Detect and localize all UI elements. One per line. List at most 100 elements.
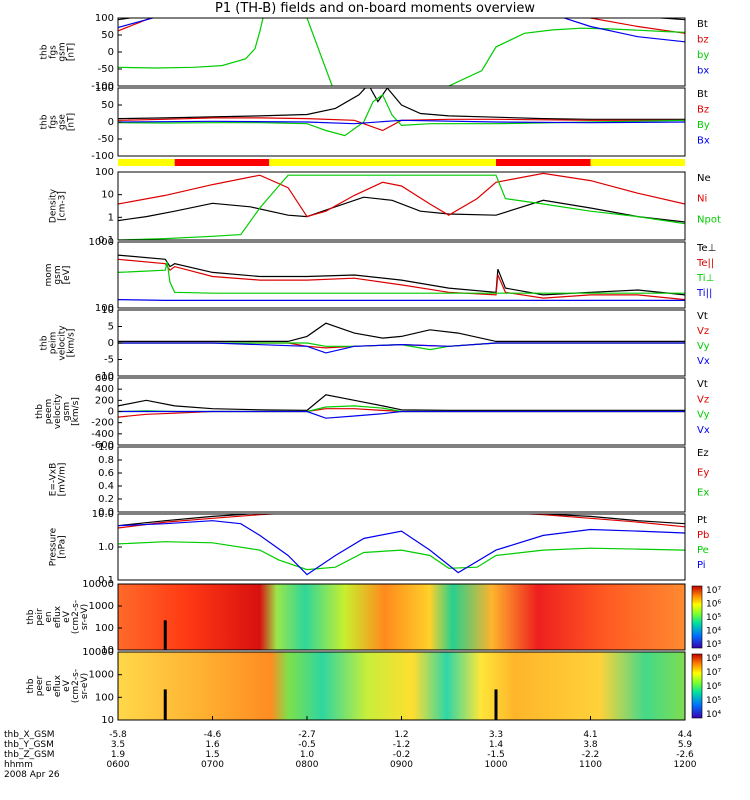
legend-entry: Ey: [697, 468, 709, 479]
series-lines: [118, 322, 685, 354]
series-Te||: [118, 258, 685, 301]
legend-entry: Ni: [697, 194, 707, 205]
panel-frame: [117, 513, 686, 581]
legend-entry: Bt: [697, 89, 708, 100]
x-tick-label: -1.2: [393, 740, 411, 750]
legend-entry: Ez: [697, 448, 709, 459]
y-axis-label: Density: [49, 188, 59, 223]
colorbar: [691, 653, 703, 719]
y-axis-label: [mV/m]: [58, 463, 68, 497]
series-Bt: [118, 88, 685, 120]
x-row-label: thb_X_GSM: [4, 730, 55, 740]
y-axis-label: [km/s]: [71, 397, 81, 426]
series-Bt: [118, 18, 685, 21]
y-tick-label: 1.0: [98, 542, 114, 553]
y-tick-label: -50: [98, 134, 114, 145]
y-tick-label: 0: [108, 117, 114, 128]
colorbar-tick-label: 10⁸: [706, 654, 721, 664]
series-Ti⊥: [118, 261, 685, 294]
legend-entry: Ex: [697, 487, 709, 498]
panel-frame: [117, 171, 686, 241]
y-tick-label: 5: [108, 322, 114, 333]
y-tick-label: 1.0: [98, 442, 114, 453]
y-tick-label: 100: [95, 623, 114, 634]
colorbar-tick-label: 10⁵: [706, 613, 721, 623]
x-tick-label: -2.7: [298, 730, 316, 740]
series-Bz: [118, 117, 685, 132]
colorbar-tick-label: 10⁶: [706, 682, 721, 692]
series-Vx: [118, 342, 685, 354]
x-tick-label: 3.5: [111, 740, 125, 750]
y-axis-label: fgs: [49, 45, 59, 59]
y-tick-label: 50: [101, 100, 114, 111]
status-segment: [496, 159, 591, 166]
series-Vy: [118, 342, 685, 351]
x-tick-label: 3.8: [583, 740, 598, 750]
series-By: [118, 93, 685, 137]
y-axis-label: sr-eV): [80, 604, 90, 630]
panel-frame: [117, 583, 686, 651]
y-axis-label: velocity: [53, 393, 63, 429]
y-axis-label: [km/s]: [67, 329, 77, 358]
x-row-label: 2008 Apr 26: [4, 770, 60, 780]
x-tick-label: 4.1: [583, 730, 597, 740]
series-Vz: [118, 342, 685, 349]
series-Pt: [118, 514, 685, 527]
x-tick-label: 1.9: [111, 750, 126, 760]
series-Vx: [118, 410, 685, 419]
y-axis-label: [cm-3]: [58, 191, 68, 221]
legend-entry: Vt: [697, 311, 708, 322]
series-by: [118, 18, 685, 86]
x-tick-label: 1.2: [394, 730, 408, 740]
status-segment: [118, 159, 175, 166]
y-tick-label: 0: [108, 47, 114, 58]
y-tick-label: -100: [91, 151, 114, 162]
legend-entry: Ne: [697, 173, 711, 184]
x-tick-label: 1200: [674, 760, 697, 770]
y-axis-label: sr-eV): [80, 673, 90, 699]
series-Vt: [118, 394, 685, 412]
y-tick-label: 200: [95, 395, 114, 406]
y-axis-label: peem: [44, 399, 54, 425]
y-axis-label: fgs: [49, 115, 59, 129]
x-tick-label: -0.5: [298, 740, 316, 750]
panel-frame: [117, 241, 686, 309]
legend-entry: Pt: [697, 515, 707, 526]
y-axis-label: velocity: [58, 325, 68, 361]
x-tick-label: -5.8: [109, 730, 127, 740]
legend-entry: Ti||: [696, 288, 712, 299]
y-axis-label: mom: [44, 263, 54, 286]
y-axis-label: E=-VxB: [49, 463, 59, 497]
legend-entry: Te⊥: [696, 243, 716, 254]
y-tick-label: 0.6: [98, 468, 114, 479]
x-tick-label: 0600: [107, 760, 130, 770]
x-tick-label: -2.2: [582, 750, 600, 760]
y-axis-label: eV: [62, 679, 72, 692]
legend-entry: Bz: [697, 105, 709, 116]
y-axis-label: thb: [40, 335, 50, 350]
y-tick-label: -200: [91, 418, 114, 429]
panel-2: Bt Bz By Bx 100 50 0 -50 -100 thb fgs gse [nT]: [40, 83, 710, 162]
panel-10: 10⁸ 10⁷ 10⁶ 10⁵ 10⁴ 10000 1000 100 10 thb peer en ef…: [26, 647, 721, 726]
status-segment: [590, 159, 685, 166]
legend-entry: Ti⊥: [696, 273, 714, 284]
legend-entry: Vy: [697, 410, 710, 421]
legend-entry: By: [697, 120, 710, 131]
y-tick-label: 0.2: [98, 494, 114, 505]
y-tick-label: 0: [108, 338, 114, 349]
panel-1: Bt bz by bx 100 50 0 -50 -100 thb fgs gsm [nT]: [40, 13, 710, 92]
panel-9: 10⁷ 10⁶ 10⁵ 10⁴ 10³ 10000 1000 100 10 thb peir en ef…: [26, 579, 721, 656]
series-Te⊥: [118, 254, 685, 296]
y-tick-label: -600: [91, 440, 114, 451]
y-tick-label: 1000: [89, 670, 114, 681]
colorbar-tick-label: 10⁴: [706, 627, 721, 637]
colorbar-tick-label: 10⁷: [706, 668, 721, 678]
legend-entry: Te||: [696, 258, 714, 269]
legend-entry: Bt: [697, 19, 708, 30]
series-lines: [118, 394, 685, 419]
y-axis-label: thb: [40, 114, 50, 129]
colorbar-tick-label: 10⁴: [706, 710, 721, 720]
legend-entry: Vt: [697, 379, 708, 390]
